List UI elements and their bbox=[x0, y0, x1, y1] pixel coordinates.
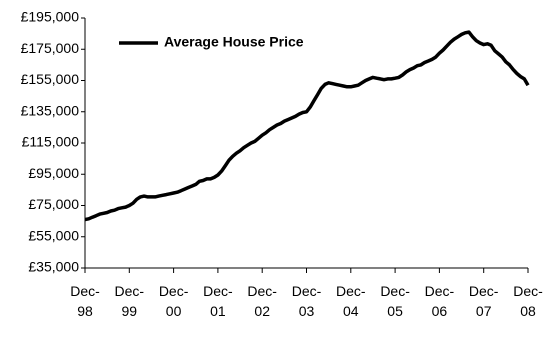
y-tick-label: £35,000 bbox=[28, 259, 79, 275]
x-tick-label: Dec-99 bbox=[115, 283, 145, 319]
y-tick-label: £155,000 bbox=[21, 71, 80, 87]
x-tick-label: Dec-98 bbox=[70, 283, 100, 319]
x-tick-label: Dec-07 bbox=[469, 283, 499, 319]
x-tick-label: Dec-08 bbox=[513, 283, 543, 319]
y-tick-label: £135,000 bbox=[21, 102, 80, 118]
y-tick-label: £95,000 bbox=[28, 165, 79, 181]
x-tick-label: Dec-00 bbox=[159, 283, 189, 319]
x-tick-label: Dec-01 bbox=[203, 283, 233, 319]
legend-label: Average House Price bbox=[164, 34, 304, 50]
y-tick-label: £75,000 bbox=[28, 196, 79, 212]
x-tick-label: Dec-06 bbox=[425, 283, 455, 319]
data-line bbox=[84, 30, 530, 222]
x-tick-label: Dec-03 bbox=[292, 283, 322, 319]
y-tick-label: £115,000 bbox=[22, 134, 80, 150]
y-tick-label: £55,000 bbox=[28, 227, 79, 243]
y-tick-label: £175,000 bbox=[21, 40, 80, 56]
x-tick-label: Dec-04 bbox=[336, 283, 366, 319]
x-tick-label: Dec-02 bbox=[247, 283, 277, 319]
y-tick-label: £195,000 bbox=[21, 9, 80, 25]
x-tick-label: Dec-05 bbox=[380, 283, 410, 319]
